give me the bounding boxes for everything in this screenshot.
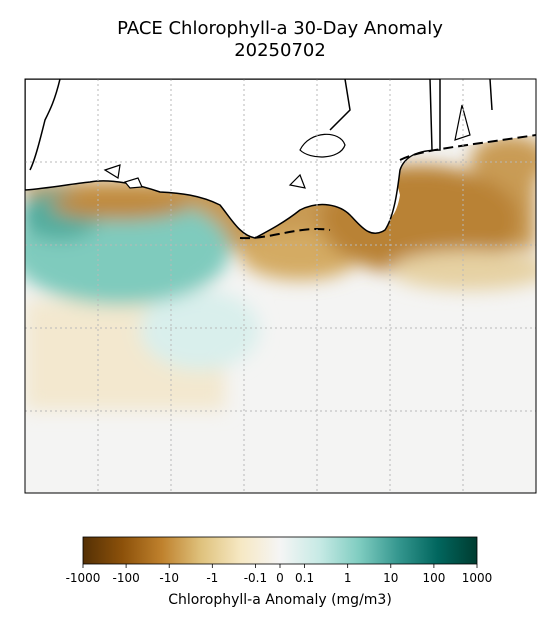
colorbar-tick-label: -0.1	[244, 571, 267, 585]
colorbar-tick-label: 10	[383, 571, 398, 585]
land-east	[25, 79, 536, 221]
colorbar-tick-label: 100	[422, 571, 445, 585]
map-frame	[24, 78, 537, 494]
map-date: 20250702	[234, 40, 326, 61]
map-title: PACE Chlorophyll-a 30-Day Anomaly	[117, 18, 443, 39]
colorbar	[82, 536, 478, 565]
colorbar-tick-label: -10	[159, 571, 179, 585]
land	[25, 79, 441, 239]
colorbar-tick-label: 0.1	[295, 571, 314, 585]
colorbar-tick-label: 1	[344, 571, 352, 585]
colorbar-label: Chlorophyll-a Anomaly (mg/m3)	[168, 592, 392, 608]
map-area	[25, 79, 536, 493]
state-borders	[29, 79, 493, 171]
islands	[103, 104, 471, 189]
colorbar-tick-label: -100	[112, 571, 139, 585]
boundary-line	[239, 134, 536, 240]
colorbar-tick-label: 0	[276, 571, 284, 585]
colorbar-tick-label: -1000	[66, 571, 101, 585]
colorbar-tick-label: -1	[206, 571, 218, 585]
colorbar-tick-label: 1000	[462, 571, 493, 585]
graticule	[25, 79, 536, 493]
